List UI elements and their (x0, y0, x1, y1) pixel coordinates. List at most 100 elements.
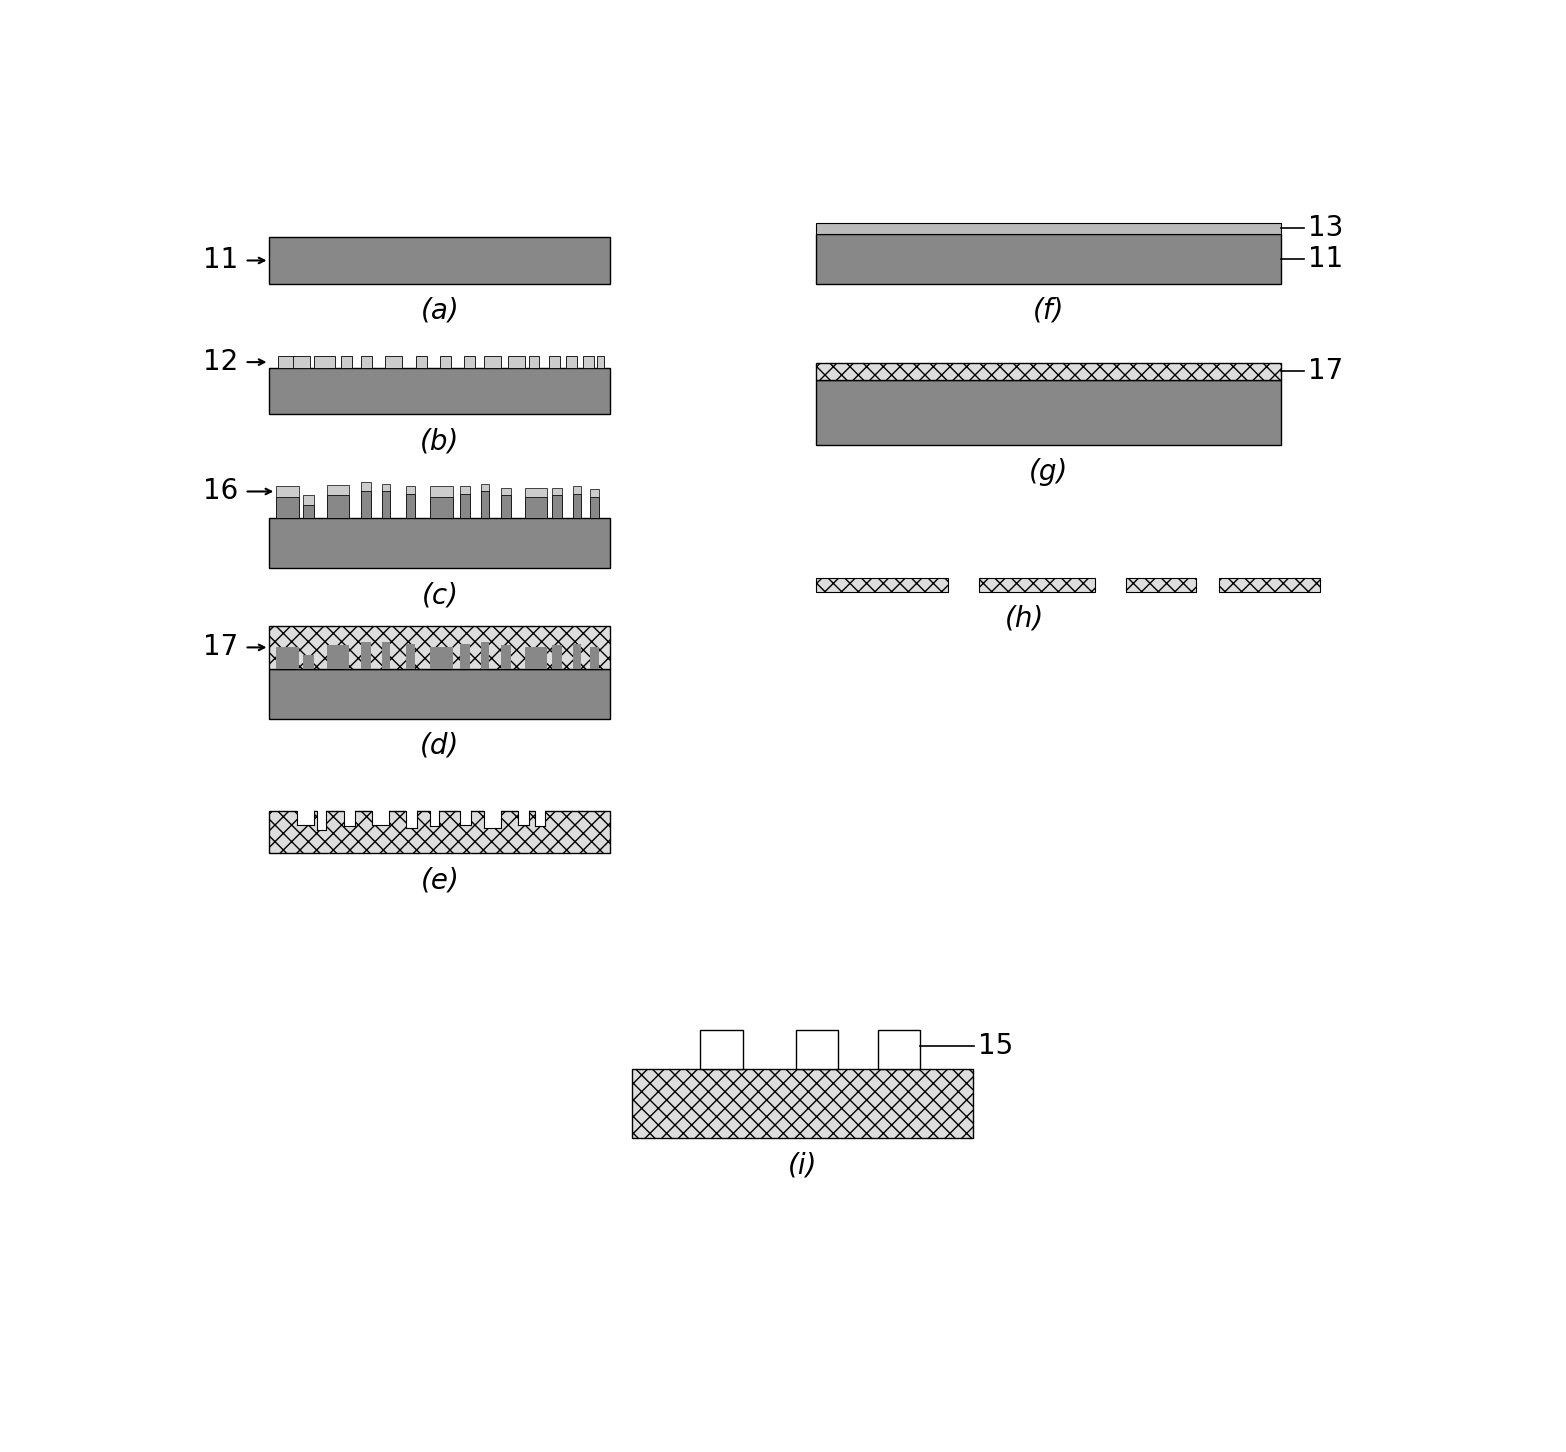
Bar (406, 810, 417, 828)
Bar (341, 356, 352, 369)
Bar (269, 626, 611, 668)
Text: 12: 12 (204, 348, 238, 376)
Bar (536, 810, 545, 826)
Text: 11: 11 (204, 247, 238, 274)
Bar (481, 491, 489, 518)
Bar (501, 488, 511, 495)
Bar (460, 486, 470, 494)
Bar (979, 578, 1095, 591)
Bar (304, 495, 315, 504)
Text: (g): (g) (1029, 459, 1068, 486)
Bar (429, 648, 453, 668)
Bar (460, 643, 470, 668)
Text: (a): (a) (421, 296, 459, 325)
Text: (b): (b) (420, 427, 459, 456)
Bar (1126, 578, 1195, 591)
Bar (296, 810, 313, 825)
Bar (816, 578, 947, 591)
Bar (700, 1031, 742, 1069)
Bar (464, 356, 474, 369)
Text: 16: 16 (204, 478, 238, 505)
Bar (518, 810, 529, 825)
Bar (590, 489, 600, 497)
Bar (362, 356, 373, 369)
Bar (573, 486, 581, 494)
Bar (529, 356, 539, 369)
Bar (573, 494, 581, 518)
Text: (e): (e) (420, 867, 459, 894)
Bar (327, 646, 349, 668)
Bar (507, 356, 525, 369)
Bar (501, 495, 511, 518)
Bar (304, 655, 315, 668)
Bar (345, 810, 355, 826)
Text: 11: 11 (1308, 244, 1344, 273)
Bar (553, 495, 562, 518)
Bar (525, 497, 547, 518)
Bar (1218, 578, 1320, 591)
Bar (816, 222, 1281, 234)
Text: 17: 17 (204, 633, 238, 662)
Bar (429, 810, 438, 826)
Text: (f): (f) (1032, 296, 1063, 325)
Bar (362, 642, 371, 668)
Text: 15: 15 (979, 1032, 1013, 1060)
Bar (316, 810, 326, 831)
Bar (362, 482, 371, 491)
Bar (525, 488, 547, 497)
Bar (484, 356, 501, 369)
Bar (371, 810, 388, 825)
Bar (440, 356, 451, 369)
Bar (269, 369, 611, 414)
Text: (c): (c) (421, 581, 459, 610)
Bar (429, 497, 453, 518)
Bar (460, 494, 470, 518)
Bar (406, 486, 415, 494)
Bar (276, 648, 299, 668)
Bar (269, 668, 611, 719)
Bar (460, 810, 471, 825)
Bar (481, 642, 489, 668)
Bar (816, 380, 1281, 446)
Bar (796, 1031, 838, 1069)
Bar (597, 356, 604, 369)
Text: (i): (i) (788, 1151, 817, 1179)
Bar (525, 648, 547, 668)
Bar (276, 486, 299, 497)
Bar (277, 356, 294, 369)
Bar (276, 497, 299, 518)
Text: (h): (h) (1005, 604, 1045, 633)
Bar (590, 648, 600, 668)
Bar (633, 1069, 972, 1138)
Text: 17: 17 (1308, 357, 1344, 385)
Bar (406, 494, 415, 518)
Bar (877, 1031, 921, 1069)
Bar (382, 484, 390, 491)
Bar (362, 491, 371, 518)
Bar (583, 356, 594, 369)
Bar (484, 810, 501, 828)
Bar (565, 356, 576, 369)
Bar (573, 643, 581, 668)
Bar (816, 363, 1281, 380)
Bar (269, 518, 611, 569)
Bar (327, 495, 349, 518)
Bar (550, 356, 561, 369)
Bar (481, 484, 489, 491)
Bar (553, 488, 562, 495)
Bar (293, 356, 310, 369)
Bar (417, 356, 428, 369)
Bar (382, 491, 390, 518)
Bar (406, 643, 415, 668)
Bar (816, 234, 1281, 283)
Text: 13: 13 (1308, 213, 1344, 242)
Bar (269, 812, 611, 854)
Bar (385, 356, 402, 369)
Bar (590, 497, 600, 518)
Bar (553, 646, 562, 668)
Bar (269, 237, 611, 283)
Bar (429, 486, 453, 497)
Bar (382, 642, 390, 668)
Bar (327, 485, 349, 495)
Text: (d): (d) (420, 732, 459, 759)
